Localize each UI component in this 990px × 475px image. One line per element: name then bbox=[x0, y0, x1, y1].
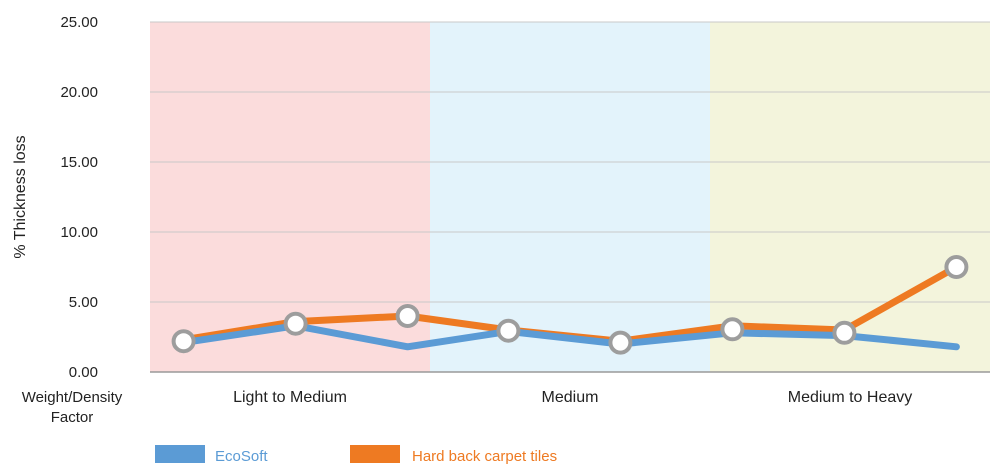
legend-label-0: EcoSoft bbox=[215, 448, 268, 465]
legend-swatch-0 bbox=[155, 445, 205, 463]
band-1 bbox=[430, 22, 710, 372]
series-line-1 bbox=[180, 322, 960, 351]
band-label-1: Medium bbox=[542, 389, 599, 406]
data-point-3 bbox=[496, 318, 521, 343]
x-axis-title-line-1: Factor bbox=[51, 409, 94, 426]
x-axis-title-line-0: Weight/Density bbox=[22, 389, 123, 406]
y-tick-label-2: 10.00 bbox=[60, 224, 98, 241]
data-point-0 bbox=[171, 329, 196, 354]
band-label-2: Medium to Heavy bbox=[788, 389, 913, 406]
y-tick-label-1: 5.00 bbox=[69, 294, 98, 311]
y-tick-label-5: 25.00 bbox=[60, 14, 98, 31]
legend-label-1: Hard back carpet tiles bbox=[412, 448, 557, 465]
y-tick-label-0: 0.00 bbox=[69, 364, 98, 381]
band-label-0: Light to Medium bbox=[233, 389, 347, 406]
y-axis-title: % Thickness loss bbox=[12, 135, 29, 258]
x-axis-title: Weight/Density Factor bbox=[22, 389, 123, 426]
y-tick-label-3: 15.00 bbox=[60, 154, 98, 171]
series-0-point-7 bbox=[944, 255, 969, 279]
y-tick-label-4: 20.00 bbox=[60, 84, 98, 101]
data-point-5 bbox=[720, 317, 745, 342]
band-2 bbox=[710, 22, 990, 372]
data-point-1 bbox=[283, 311, 308, 336]
series-0-point-2 bbox=[395, 304, 420, 328]
data-point-4 bbox=[608, 330, 633, 355]
legend-swatch-1 bbox=[350, 445, 400, 463]
data-point-6 bbox=[832, 320, 857, 345]
